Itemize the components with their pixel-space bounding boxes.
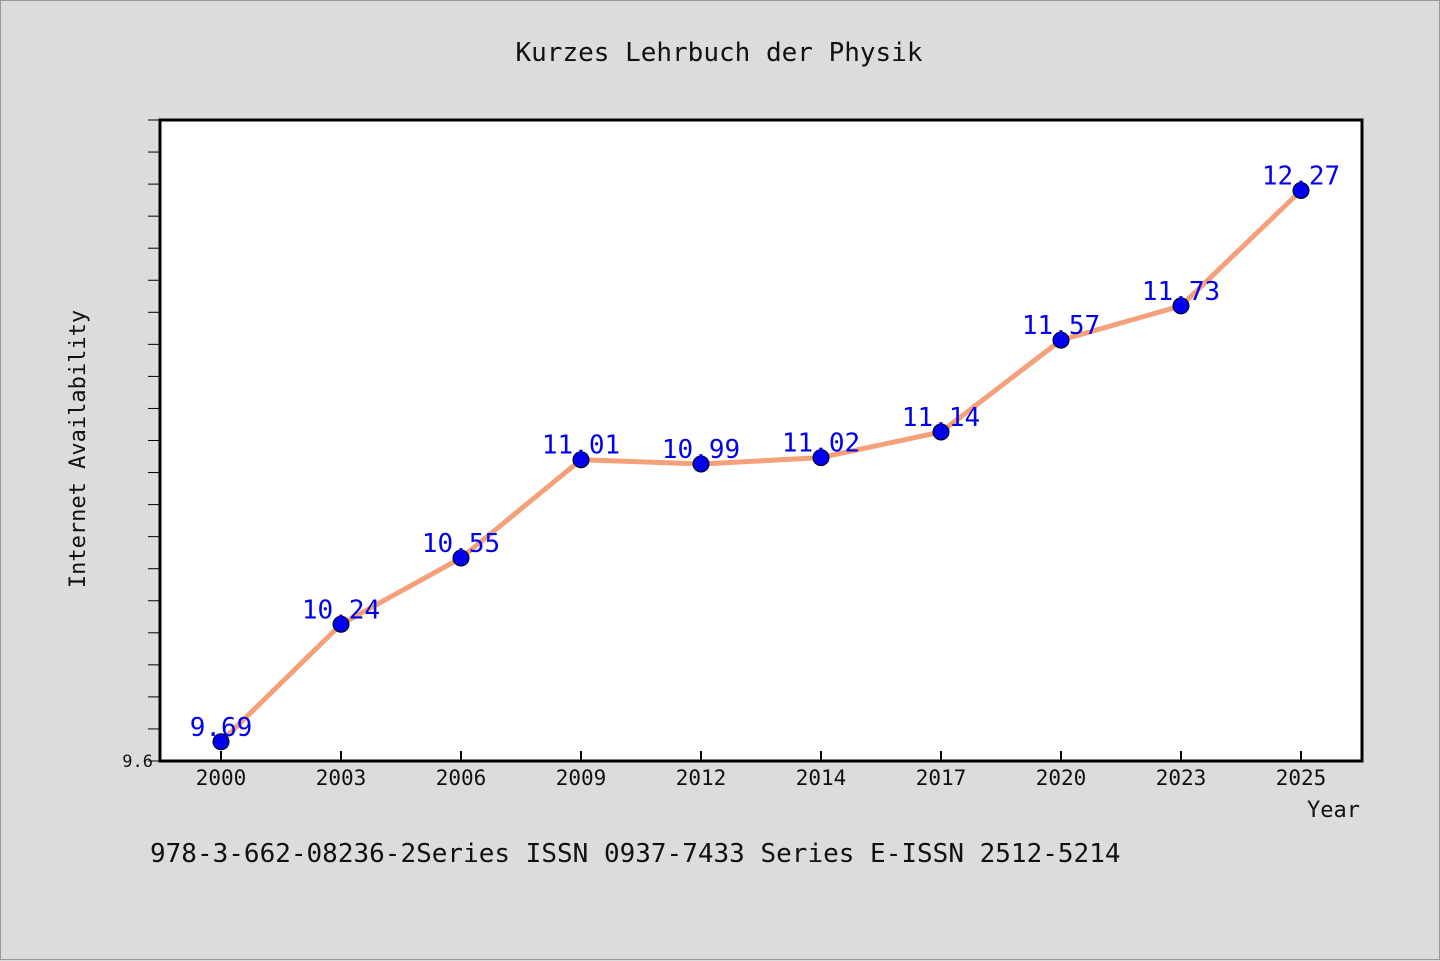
data-label: 11.14 [902,403,980,433]
data-label: 11.02 [782,429,860,459]
x-tick-label: 2003 [316,766,367,790]
data-point [1292,182,1310,200]
x-axis-ticks [220,751,1302,761]
x-tick-label: 2023 [1156,766,1207,790]
data-point [332,615,350,633]
x-tick-label: 2012 [676,766,727,790]
plot-area [158,118,1364,763]
data-point [572,451,590,469]
data-point [812,449,830,467]
x-tick-label: 2014 [796,766,847,790]
data-label: 11.73 [1142,277,1220,307]
data-label: 10.99 [662,435,740,465]
y-axis-min-label: 9.6 [122,752,153,772]
data-label: 12.27 [1262,162,1340,192]
chart-title: Kurzes Lehrbuch der Physik [516,38,923,68]
data-labels: 9.69 10.24 10.55 11.01 10.99 11.02 11.14 11.57 1… [190,162,1340,743]
data-label: 11.01 [542,431,620,461]
series-line [218,188,1304,745]
data-point [1052,331,1070,349]
data-label: 10.55 [422,529,500,559]
x-tick-label: 2000 [196,766,247,790]
data-label: 9.69 [190,713,253,743]
data-point [932,423,950,441]
x-axis-tick-labels: 2000 2003 2006 2009 2012 2014 2017 2020 2023 2025 [196,766,1327,790]
x-tick-label: 2009 [556,766,607,790]
data-label: 10.24 [302,595,380,625]
x-tick-label: 2025 [1276,766,1327,790]
x-tick-label: 2006 [436,766,487,790]
x-tick-label: 2020 [1036,766,1087,790]
data-label: 11.57 [1022,311,1100,341]
data-point [212,733,230,751]
x-axis-label: Year [1307,798,1360,823]
y-axis-ticks [148,119,160,762]
data-point [1172,297,1190,315]
y-axis-label: Internet Availability [66,310,91,588]
isbn-caption: 978-3-662-08236-2Series ISSN 0937-7433 S… [150,839,1121,869]
series-markers [212,182,1310,751]
data-point [692,455,710,473]
data-point [452,549,470,567]
x-tick-label: 2017 [916,766,967,790]
